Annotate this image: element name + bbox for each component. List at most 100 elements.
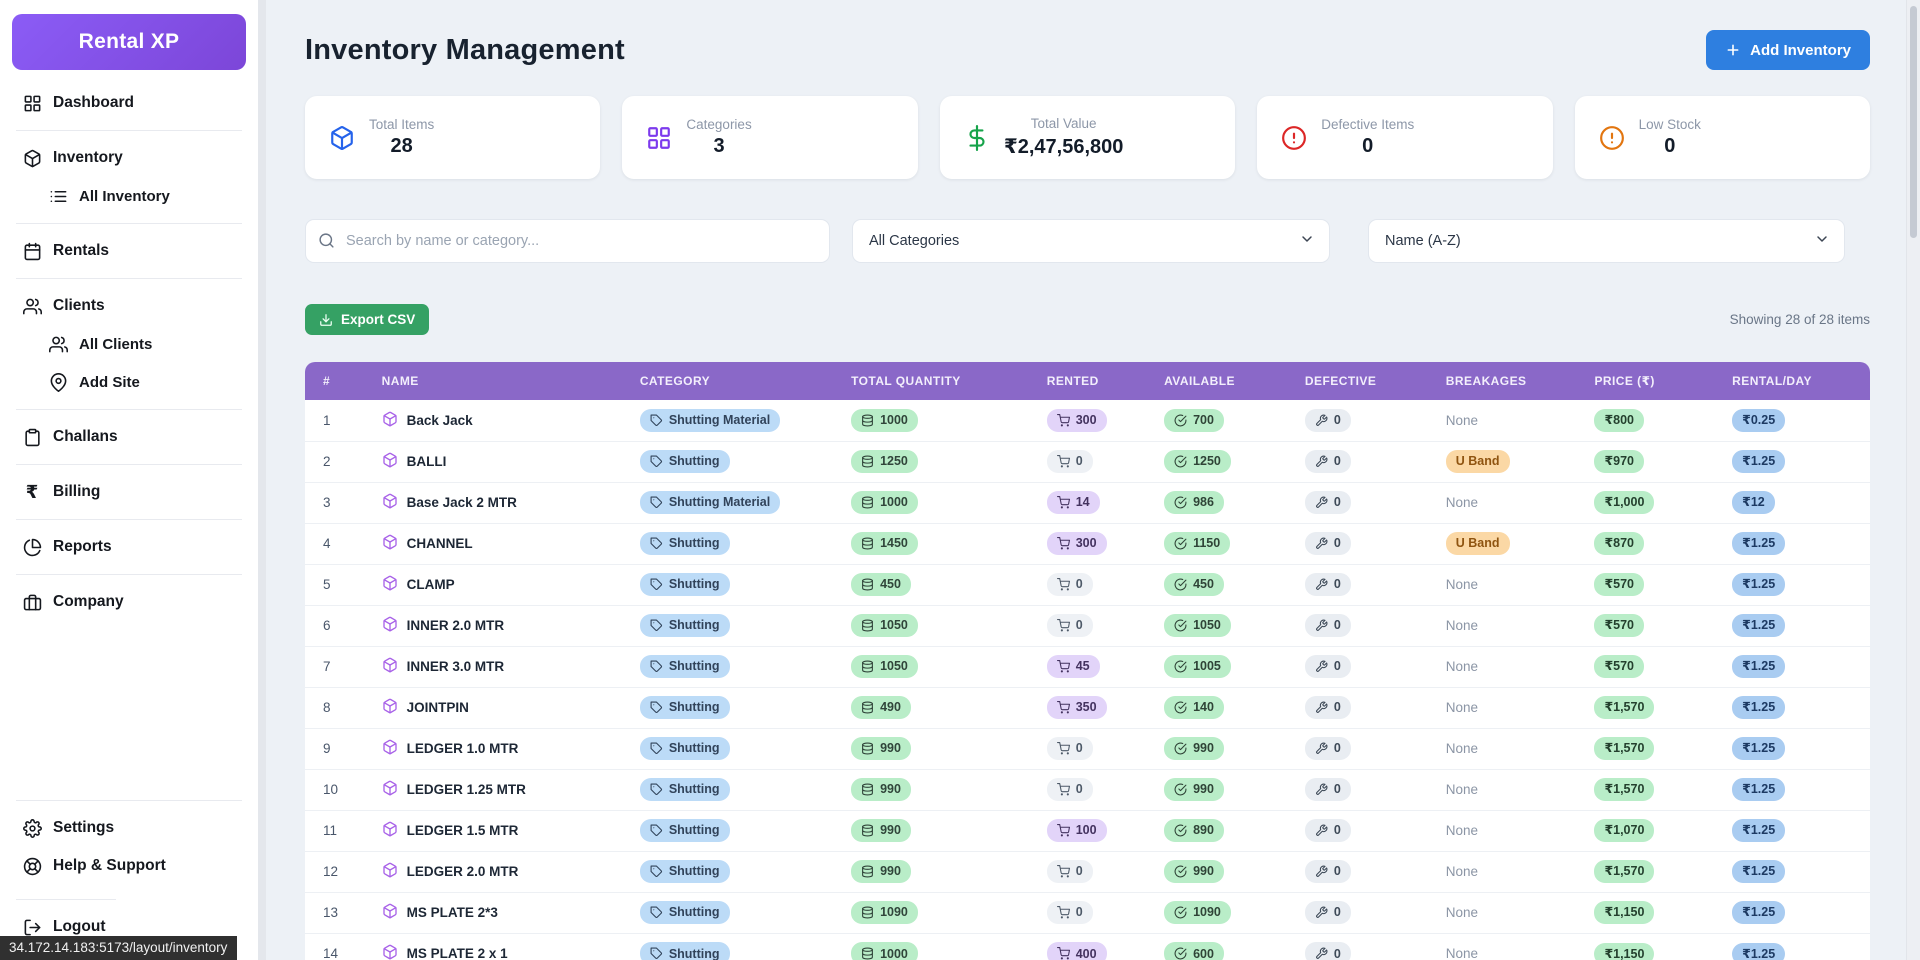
sidebar-item-help-support[interactable]: Help & Support [12,848,246,884]
table-row: 14 MS PLATE 2 x 1 Shutting 1000 400 600 0 None ₹… [305,933,1870,960]
breakages-value: None [1445,864,1479,879]
category-badge: Shutting [639,532,730,555]
price-badge: ₹800 [1594,409,1644,432]
sidebar-item-clients[interactable]: Clients [12,288,246,324]
quantity-badge: 1000 [851,491,918,514]
sidebar-item-billing[interactable]: ₹ Billing [12,474,246,510]
wrench-icon [1315,660,1328,673]
stats-row: Total Items 28 Categories 3 Total Value … [305,96,1871,179]
rented-badge: 0 [1046,860,1093,883]
sidebar-item-company[interactable]: Company [12,584,246,620]
sidebar-scrollbar[interactable] [258,0,266,960]
row-number: 2 [323,454,331,469]
tag-icon [650,455,663,468]
rental-day-badge: ₹1.25 [1732,819,1786,842]
sort-select[interactable]: Name (A-Z) [1368,219,1845,263]
plus-icon [1727,44,1739,56]
tag-icon [650,414,663,427]
rental-day-badge: ₹1.25 [1732,860,1786,883]
stat-label: Defective Items [1321,117,1415,132]
rented-badge: 0 [1046,573,1093,596]
logout-icon [22,917,42,937]
breakages-value: None [1445,700,1479,715]
item-name: INNER 3.0 MTR [406,659,505,674]
cart-icon [1056,701,1070,714]
brand-logo[interactable]: Rental XP [12,14,246,70]
divider [16,278,242,279]
defective-badge: 0 [1304,573,1351,596]
cart-icon [1056,660,1070,673]
row-number: 5 [323,577,331,592]
rental-day-badge: ₹1.25 [1732,737,1786,760]
sidebar-item-label: Help & Support [53,857,166,874]
col-rented: RENTED [1046,374,1099,388]
breakages-value: None [1445,782,1479,797]
page-scrollbar[interactable] [1906,0,1920,960]
wrench-icon [1315,783,1328,796]
row-number: 12 [323,864,339,879]
filters-row: All Categories Name (A-Z) [305,219,1870,263]
sidebar-item-reports[interactable]: Reports [12,529,246,565]
check-circle-icon [1174,537,1187,550]
search-input[interactable] [305,219,830,263]
rented-badge: 0 [1046,450,1093,473]
row-number: 4 [323,536,331,551]
category-badge: Shutting [639,655,730,678]
available-badge: 600 [1164,942,1224,960]
sidebar-item-dashboard[interactable]: Dashboard [12,85,246,121]
category-badge: Shutting [639,737,730,760]
check-circle-icon [1174,742,1187,755]
stat-card-total-items: Total Items 28 [305,96,601,179]
category-badge: Shutting Material [639,408,781,432]
add-inventory-button[interactable]: Add Inventory [1706,30,1870,70]
database-icon [861,619,874,632]
sidebar-item-add-site[interactable]: Add Site [38,364,246,400]
rental-day-badge: ₹0.25 [1732,409,1786,432]
tag-icon [650,578,663,591]
item-name: LEDGER 2.0 MTR [406,864,519,879]
sidebar-item-settings[interactable]: Settings [12,810,246,846]
category-badge: Shutting [639,942,730,960]
rental-day-badge: ₹1.25 [1732,532,1786,555]
stat-label: Low Stock [1638,117,1701,132]
database-icon [861,783,874,796]
briefcase-icon [22,592,42,612]
scrollbar-thumb[interactable] [1910,6,1917,238]
rental-day-badge: ₹1.25 [1732,901,1786,924]
category-filter-select[interactable]: All Categories [852,219,1330,263]
database-icon [861,660,874,673]
export-csv-button[interactable]: Export CSV [305,304,430,335]
cart-icon [1056,742,1070,755]
table-row: 2 BALLI Shutting 1250 0 1250 0 U Band ₹970 ₹1.25 [305,441,1870,482]
wrench-icon [1315,742,1328,755]
quantity-badge: 1450 [851,532,918,555]
quantity-badge: 1090 [851,901,918,924]
sidebar-item-all-clients[interactable]: All Clients [38,326,246,362]
wrench-icon [1315,701,1328,714]
rented-badge: 45 [1046,655,1100,678]
stat-value: 0 [1664,135,1676,157]
sidebar-item-challans[interactable]: Challans [12,419,246,455]
col-name: NAME [381,374,419,388]
cart-icon [1056,537,1070,550]
sidebar-item-rentals[interactable]: Rentals [12,233,246,269]
package-icon [382,821,398,840]
price-badge: ₹1,150 [1594,942,1655,960]
sidebar-item-inventory[interactable]: Inventory [12,140,246,176]
rupee-icon: ₹ [25,482,39,502]
item-name: MS PLATE 2 x 1 [406,946,508,960]
price-badge: ₹1,150 [1594,901,1655,924]
quantity-badge: 990 [851,819,911,842]
category-badge: Shutting [639,860,730,883]
sidebar-item-label: Challans [53,428,118,445]
stat-value: ₹2,47,56,800 [1003,136,1124,158]
cart-icon [1056,496,1070,509]
sidebar-item-logout[interactable]: Logout [12,909,246,945]
sidebar-item-all-inventory[interactable]: All Inventory [38,178,246,214]
defective-badge: 0 [1304,942,1351,960]
available-badge: 450 [1164,573,1224,596]
page-header: Inventory Management Add Inventory [305,30,1870,70]
sidebar-item-label: Add Site [79,373,140,391]
quantity-badge: 990 [851,778,911,801]
row-number: 14 [323,946,339,960]
